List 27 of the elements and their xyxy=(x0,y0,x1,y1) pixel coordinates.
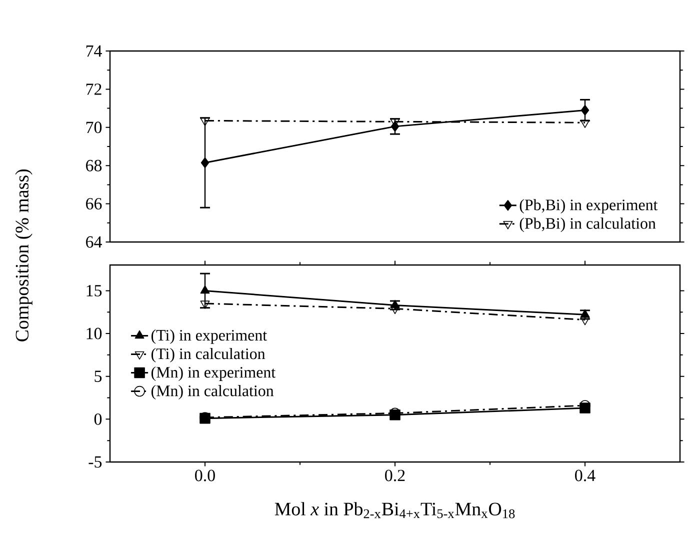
y-tick-label: 68 xyxy=(86,160,102,172)
y-tick-label: 66 xyxy=(86,198,102,210)
point xyxy=(580,120,590,128)
point xyxy=(580,104,590,116)
legend-label: (Mn) in experiment xyxy=(151,366,276,381)
x-tick-label: 0.2 xyxy=(385,470,405,482)
x-tick-label: 0.4 xyxy=(575,470,596,482)
y-axis-title: Composition (% mass) xyxy=(15,169,32,342)
point xyxy=(200,285,210,294)
y-tick-label: 64 xyxy=(86,236,102,248)
text: Mol x in Pb$_{2-x}$Bi$_{4+x}$Ti$_{5-x}$Mn$_{x}$O$_{18}$ xyxy=(274,502,515,518)
y-tick-label: 70 xyxy=(86,122,102,134)
legend-label: (Pb,Bi) in calculation xyxy=(520,218,656,232)
y-tick-label: 15 xyxy=(86,285,102,296)
x-tick-label: 0.0 xyxy=(195,470,215,482)
y-tick-label: 0 xyxy=(94,413,102,425)
y-tick-label: 5 xyxy=(94,370,102,382)
legend-label: (Ti) in experiment xyxy=(151,329,267,344)
legend-label: (Ti) in calculation xyxy=(151,348,266,362)
point xyxy=(200,157,210,168)
y-tick-label: -5 xyxy=(88,456,102,468)
y-tick-label: 72 xyxy=(86,84,102,95)
y-tick-label: 10 xyxy=(86,328,102,340)
y-tick-label: 74 xyxy=(86,45,102,57)
legend-label: (Mn) in calculation xyxy=(151,385,274,400)
point xyxy=(200,118,210,126)
legend-label: (Pb,Bi) in experiment xyxy=(520,199,658,214)
